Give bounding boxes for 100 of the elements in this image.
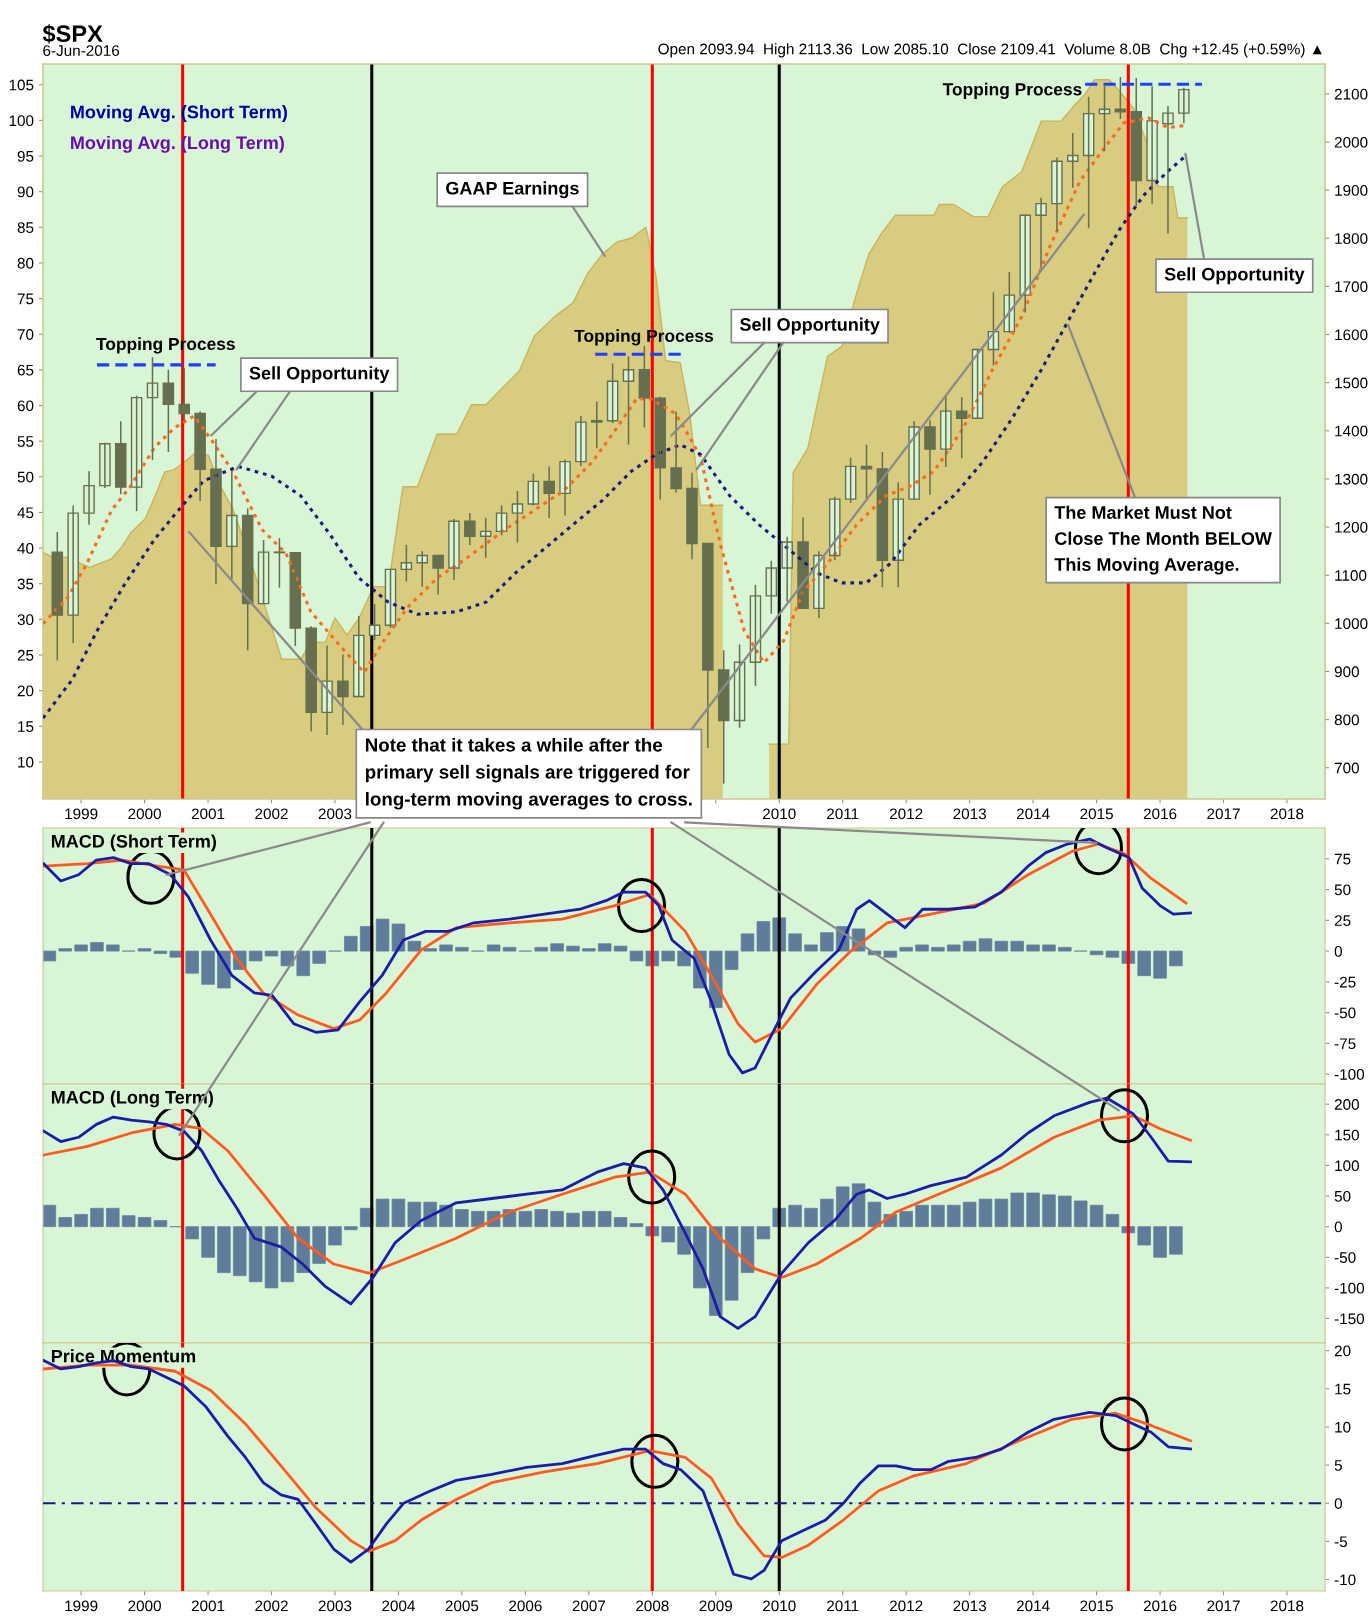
- y-tick-label: 15: [1335, 1383, 1351, 1395]
- y-tick-label: -150: [1334, 1313, 1365, 1325]
- x-tick-label: 2015: [1080, 808, 1113, 820]
- y2-tick-label: 1400: [1335, 425, 1368, 437]
- y-tick-label: -50: [1334, 1252, 1356, 1263]
- y-tick-label: 40: [17, 542, 34, 554]
- y2-tick-label: 1900: [1335, 185, 1368, 196]
- annotation: Topping Process: [942, 82, 1082, 99]
- y-tick-label: 70: [17, 329, 34, 340]
- y2-tick-label: 1300: [1335, 473, 1368, 485]
- y-tick-label: 105: [9, 79, 34, 91]
- y-tick-label: 25: [1334, 915, 1351, 927]
- x-tick-label: 2018: [1270, 808, 1304, 820]
- x-tick-label: 2011: [827, 1600, 859, 1612]
- y-tick-label: 0: [1334, 1498, 1342, 1509]
- y-tick-label: 10: [1335, 1421, 1351, 1433]
- y-tick-label: 200: [1334, 1099, 1359, 1110]
- y-tick-label: 50: [17, 471, 34, 483]
- y-tick-label: 10: [18, 756, 34, 768]
- y-tick-label: 20: [1334, 1345, 1351, 1357]
- y-tick-label: -5: [1334, 1536, 1348, 1548]
- y-tick-label: 100: [9, 115, 34, 127]
- y-tick-label: -100: [1334, 1282, 1365, 1294]
- chart-title: Price Momentum: [51, 1349, 196, 1363]
- x-tick-label: 2006: [509, 1600, 542, 1612]
- x-tick-label: 2013: [953, 808, 986, 820]
- y2-tick-label: 1800: [1335, 233, 1368, 244]
- x-tick-label: 2012: [889, 1600, 923, 1612]
- x-tick-label: 2003: [318, 1600, 352, 1612]
- y2-tick-label: 700: [1334, 762, 1359, 774]
- chart-title: $SPX: [42, 24, 103, 44]
- y2-tick-label: 1200: [1335, 521, 1368, 533]
- y-tick-label: 35: [17, 578, 34, 590]
- x-tick-label: 2017: [1207, 1600, 1240, 1612]
- chart-title: MACD (Long Term): [51, 1090, 213, 1108]
- y-tick-label: -50: [1334, 1007, 1356, 1019]
- y-tick-label: 0: [1334, 1221, 1342, 1233]
- y-tick-label: 95: [17, 150, 34, 162]
- y-tick-label: -10: [1334, 1574, 1356, 1586]
- x-tick-label: 2008: [636, 1600, 669, 1612]
- x-tick-label: 2001: [191, 808, 225, 820]
- x-tick-label: 2013: [953, 1600, 986, 1612]
- y-tick-label: 65: [17, 364, 34, 376]
- annotation: Sell Opportunity: [739, 317, 880, 335]
- y-tick-label: 60: [17, 400, 34, 412]
- y-tick-label: 100: [1335, 1160, 1359, 1172]
- annotation: Sell Opportunity: [249, 366, 390, 384]
- y-tick-label: 30: [17, 614, 34, 626]
- x-tick-label: 2000: [128, 1600, 161, 1612]
- y2-tick-label: 1600: [1335, 329, 1368, 341]
- y-tick-label: -75: [1334, 1038, 1356, 1050]
- text: Open 2093.94 High 2113.36 Low 2085.10 Close 2109.41 Volume 8.0B Chg +12.45 (+0.59%) ▲: [658, 43, 1322, 58]
- y-tick-label: -25: [1334, 976, 1356, 988]
- x-tick-label: 2017: [1207, 808, 1240, 820]
- y-tick-label: 50: [1334, 1190, 1351, 1202]
- y-tick-label: 50: [1334, 884, 1351, 896]
- x-tick-label: 2014: [1016, 1600, 1050, 1612]
- y2-tick-label: 2000: [1334, 136, 1368, 148]
- x-tick-label: 2010: [763, 1600, 796, 1612]
- x-tick-label: 2005: [445, 1600, 479, 1612]
- x-tick-label: 2007: [572, 1600, 606, 1612]
- y-tick-label: 5: [1334, 1460, 1342, 1471]
- x-tick-label: 2002: [255, 1600, 288, 1612]
- annotation: The Market Must Not Close The Month BELOW This Moving Average.: [1054, 505, 1272, 575]
- x-tick-label: 2003: [318, 808, 352, 820]
- y-tick-label: 75: [1334, 853, 1351, 865]
- x-tick-label: 2014: [1016, 808, 1050, 820]
- y-tick-label: 25: [17, 649, 34, 661]
- x-tick-label: 2000: [128, 808, 161, 820]
- x-tick-label: 2002: [255, 808, 288, 820]
- x-tick-label: 2016: [1143, 1600, 1177, 1612]
- y-tick-label: 0: [1334, 945, 1342, 957]
- y2-tick-label: 1500: [1335, 377, 1368, 389]
- y-tick-label: -100: [1334, 1069, 1365, 1080]
- y-tick-label: 15: [18, 721, 34, 732]
- chart-subtitle: 6-Jun-2016: [43, 45, 120, 57]
- y-tick-label: 85: [17, 222, 34, 233]
- y2-tick-label: 900: [1334, 666, 1359, 678]
- y-tick-label: 45: [17, 507, 34, 519]
- annotation: GAAP Earnings: [446, 181, 579, 199]
- y-tick-label: 20: [17, 685, 34, 697]
- y2-tick-label: 2100: [1334, 88, 1368, 100]
- y2-tick-label: 1100: [1335, 570, 1367, 581]
- y-tick-label: 90: [17, 186, 34, 198]
- annotation: Sell Opportunity: [1164, 267, 1305, 285]
- x-tick-label: 1999: [65, 1600, 98, 1612]
- x-tick-label: 2018: [1270, 1600, 1304, 1612]
- x-tick-label: 2011: [827, 808, 859, 820]
- y-tick-label: 75: [17, 293, 34, 305]
- x-tick-label: 1999: [65, 808, 98, 820]
- y2-tick-label: 800: [1334, 714, 1359, 726]
- x-tick-label: 2004: [382, 1600, 415, 1612]
- chart-title: MACD (Short Term): [51, 834, 216, 852]
- x-tick-label: 2015: [1080, 1600, 1113, 1612]
- x-tick-label: 2001: [191, 1600, 225, 1612]
- annotation: Note that it takes a while after the primary sell signals are triggered for long-term moving averages to cross.: [365, 737, 692, 810]
- y-tick-label: 55: [17, 436, 34, 447]
- y-tick-label: 150: [1335, 1129, 1359, 1141]
- y-tick-label: 80: [17, 257, 34, 269]
- x-tick-label: 2012: [889, 808, 923, 820]
